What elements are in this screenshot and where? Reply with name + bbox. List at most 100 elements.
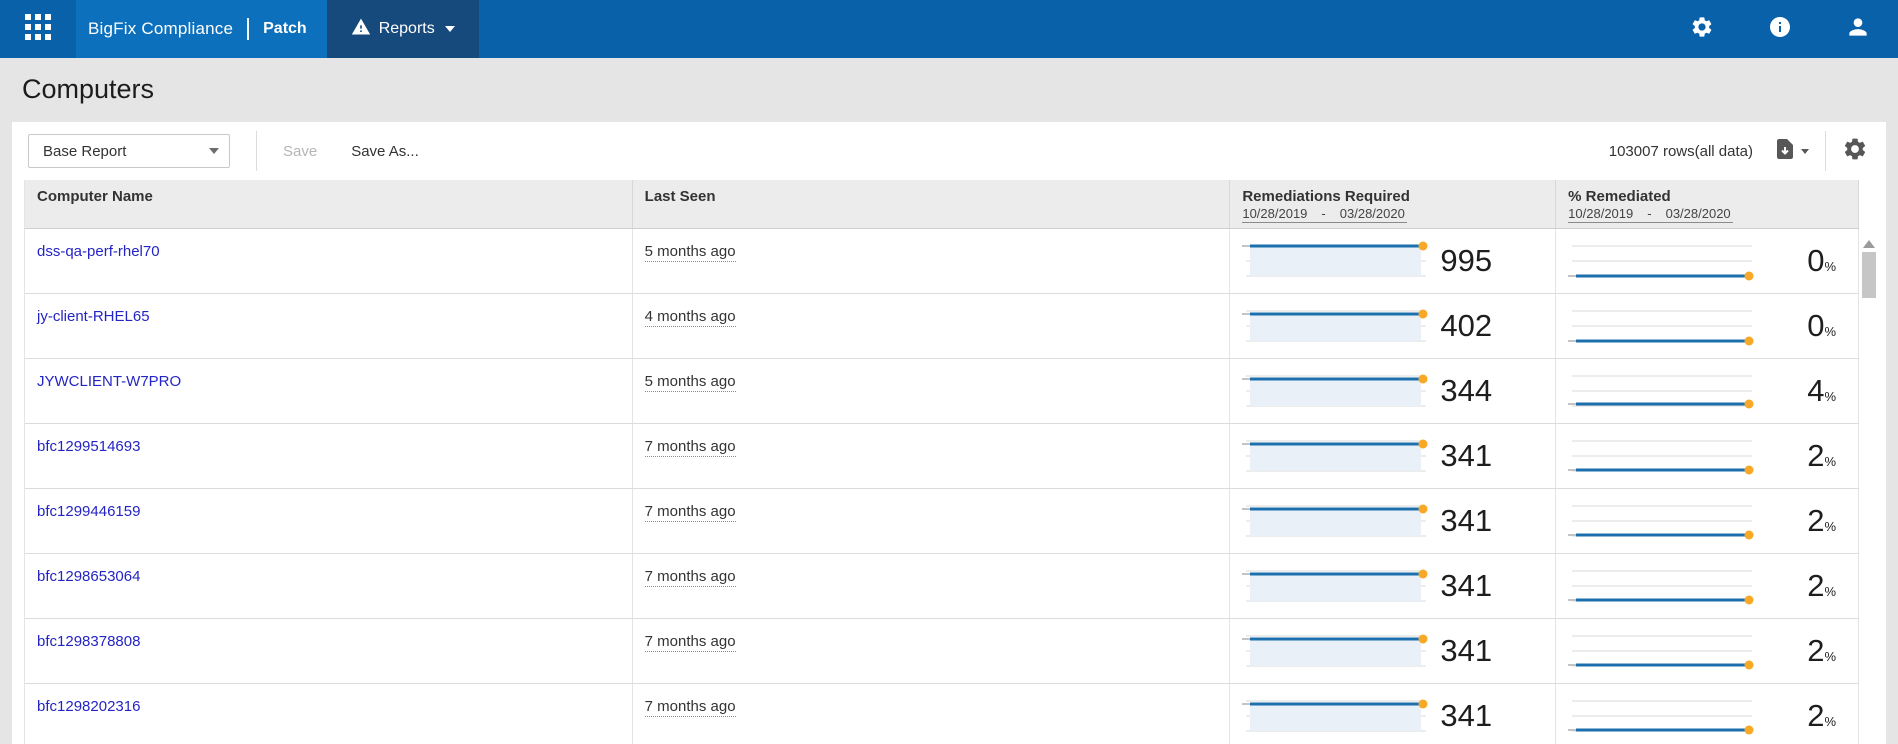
remediations-value: 341	[1440, 438, 1493, 473]
computer-name-link[interactable]: JYWCLIENT-W7PRO	[37, 373, 182, 390]
remediations-sparkline	[1242, 309, 1428, 342]
toolbar-right: 103007 rows(all data)	[1609, 131, 1868, 171]
computers-table: Computer Name Last Seen Remediations Req…	[24, 180, 1860, 744]
section-title[interactable]: Patch	[263, 20, 307, 37]
app-launcher-button[interactable]	[0, 0, 76, 58]
pct-remediated-sparkline	[1568, 700, 1754, 735]
pct-remediated-cell: 2%	[1556, 489, 1860, 553]
pct-remediated-sparkline	[1568, 440, 1754, 475]
computer-name-cell: bfc1298202316	[25, 684, 633, 744]
chevron-down-icon	[209, 148, 219, 154]
remediations-cell: 341	[1230, 424, 1557, 488]
computer-name-cell: JYWCLIENT-W7PRO	[25, 359, 633, 423]
save-button[interactable]: Save	[283, 142, 318, 160]
column-header-last-seen[interactable]: Last Seen	[633, 180, 1231, 228]
brand-title[interactable]: BigFix Compliance	[88, 19, 234, 38]
pct-remediated-cell: 4%	[1556, 359, 1860, 423]
computer-name-link[interactable]: bfc1298378808	[37, 633, 141, 650]
computer-name-link[interactable]: jy-client-RHEL65	[37, 308, 150, 325]
gear-icon	[1842, 136, 1868, 167]
date-range-picker[interactable]: 10/28/2019-03/28/2020	[1242, 206, 1407, 223]
report-select-value: Base Report	[43, 142, 127, 160]
last-seen-cell: 4 months ago	[633, 294, 1231, 358]
report-select[interactable]: Base Report	[28, 134, 230, 168]
date-range-picker[interactable]: 10/28/2019-03/28/2020	[1568, 206, 1733, 223]
reports-label: Reports	[378, 20, 435, 37]
computer-name-link[interactable]: bfc1298202316	[37, 698, 141, 715]
last-seen-cell: 7 months ago	[633, 489, 1231, 553]
info-icon	[1768, 15, 1792, 44]
computer-name-cell: bfc1299514693	[25, 424, 633, 488]
pct-number: 0	[1807, 308, 1825, 343]
column-header-remediations-required[interactable]: Remediations Required 10/28/2019-03/28/2…	[1230, 180, 1557, 228]
pct-remediated-value: 4%	[1807, 373, 1858, 409]
pct-remediated-cell: 0%	[1556, 294, 1860, 358]
brand-section: BigFix Compliance Patch	[76, 0, 327, 58]
pct-remediated-value: 2%	[1807, 568, 1858, 604]
remediations-sparkline	[1242, 569, 1428, 602]
percent-sign: %	[1824, 584, 1837, 599]
computer-name-link[interactable]: bfc1299514693	[37, 438, 141, 455]
remediations-value: 995	[1440, 243, 1493, 278]
report-toolbar: Base Report Save Save As... 103007 rows(…	[12, 122, 1886, 180]
last-seen-value: 7 months ago	[644, 633, 736, 652]
save-as-button[interactable]: Save As...	[351, 142, 419, 160]
pct-remediated-sparkline	[1568, 310, 1754, 346]
pct-number: 2	[1807, 438, 1825, 473]
reports-menu[interactable]: Reports	[326, 0, 479, 58]
user-menu-button[interactable]	[1844, 15, 1872, 43]
remediations-sparkline	[1242, 504, 1428, 537]
pct-number: 2	[1807, 503, 1825, 538]
last-seen-cell: 5 months ago	[633, 359, 1231, 423]
scrollbar-up-arrow[interactable]	[1863, 240, 1875, 248]
last-seen-value: 5 months ago	[644, 373, 736, 392]
scrollbar-thumb[interactable]	[1862, 252, 1876, 298]
pct-remediated-sparkline	[1568, 375, 1754, 409]
pct-number: 2	[1807, 568, 1825, 603]
percent-sign: %	[1824, 389, 1837, 404]
table-row: JYWCLIENT-W7PRO 5 months ago 344 4%	[25, 359, 1860, 424]
computer-name-cell: bfc1299446159	[25, 489, 633, 553]
pct-remediated-value: 2%	[1807, 438, 1858, 474]
remediations-value: 341	[1440, 633, 1493, 668]
table-scrollbar[interactable]	[1861, 234, 1877, 742]
column-header-pct-remediated[interactable]: % Remediated 10/28/2019-03/28/2020	[1556, 180, 1860, 228]
last-seen-cell: 7 months ago	[633, 684, 1231, 744]
remediations-sparkline	[1242, 439, 1428, 472]
gear-icon	[1690, 15, 1714, 44]
settings-button[interactable]	[1688, 15, 1716, 43]
remediations-sparkline	[1242, 241, 1428, 277]
table-row: bfc1299446159 7 months ago 341 2%	[25, 489, 1860, 554]
pct-remediated-sparkline	[1568, 570, 1754, 605]
remediations-value: 341	[1440, 568, 1493, 603]
computer-name-link[interactable]: bfc1299446159	[37, 503, 141, 520]
pct-remediated-cell: 2%	[1556, 619, 1860, 683]
export-button[interactable]	[1773, 137, 1809, 166]
topbar-right	[1688, 0, 1898, 58]
pct-remediated-value: 2%	[1807, 503, 1858, 539]
chevron-down-icon	[444, 26, 455, 32]
remediations-sparkline	[1242, 699, 1428, 732]
table-row: jy-client-RHEL65 4 months ago 402 0%	[25, 294, 1860, 359]
pct-remediated-value: 0%	[1807, 308, 1858, 344]
table-settings-button[interactable]	[1842, 136, 1868, 167]
pct-number: 2	[1807, 698, 1825, 733]
last-seen-cell: 7 months ago	[633, 424, 1231, 488]
column-header-computer-name[interactable]: Computer Name	[25, 180, 633, 228]
info-button[interactable]	[1766, 15, 1794, 43]
remediations-cell: 995	[1230, 229, 1557, 293]
table-row: bfc1298378808 7 months ago 341 2%	[25, 619, 1860, 684]
remediations-cell: 402	[1230, 294, 1557, 358]
pct-remediated-sparkline	[1568, 635, 1754, 670]
last-seen-value: 7 months ago	[644, 438, 736, 457]
remediations-cell: 341	[1230, 619, 1557, 683]
column-label: Last Seen	[644, 188, 716, 205]
computer-name-link[interactable]: bfc1298653064	[37, 568, 141, 585]
pct-remediated-sparkline	[1568, 505, 1754, 540]
table-row: bfc1299514693 7 months ago 341 2%	[25, 424, 1860, 489]
remediations-sparkline	[1242, 374, 1428, 407]
computer-name-link[interactable]: dss-qa-perf-rhel70	[37, 243, 160, 260]
table-body: dss-qa-perf-rhel70 5 months ago 995 0% jy-cl…	[25, 229, 1860, 744]
pct-number: 0	[1807, 243, 1825, 278]
remediations-value: 344	[1440, 373, 1493, 408]
